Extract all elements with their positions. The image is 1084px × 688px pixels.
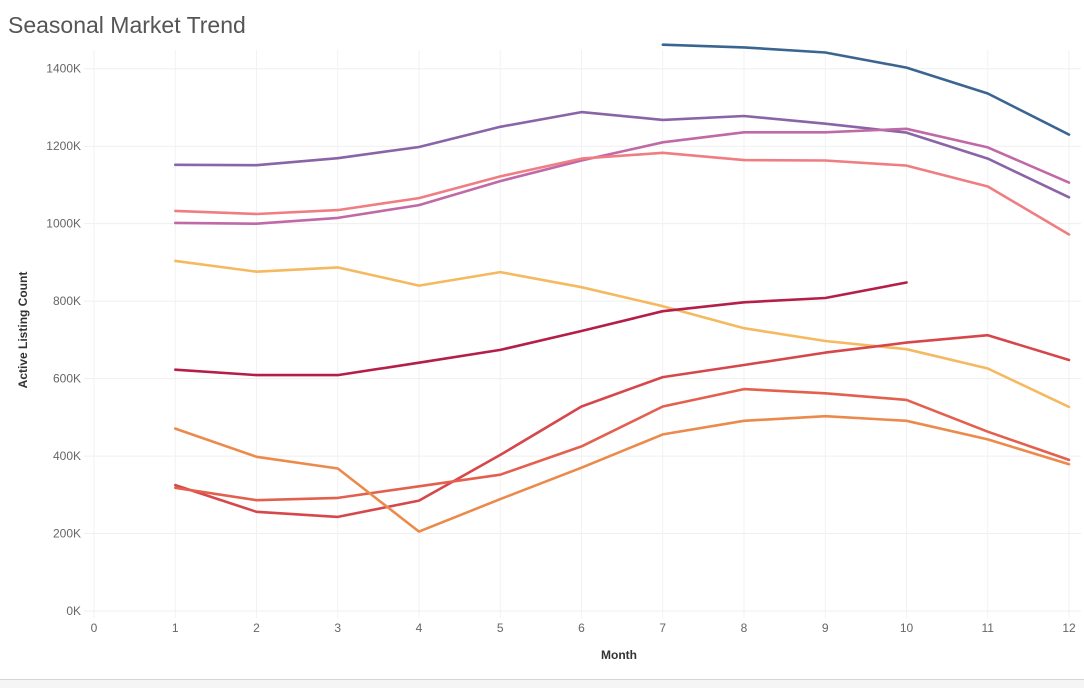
bottom-scrollbar[interactable] [0, 679, 1084, 688]
y-tick-label: 1200K [46, 139, 81, 153]
y-tick-label: 200K [53, 527, 81, 541]
chart-title: Seasonal Market Trend [8, 12, 246, 38]
x-tick-label: 4 [416, 621, 423, 635]
x-tick-label: 6 [578, 621, 585, 635]
y-axis-ticks: 0K 200K 400K 600K 800K 1000K 1200K 1400K [46, 62, 81, 618]
series-line-2[interactable] [174, 110, 1071, 199]
x-tick-label: 11 [982, 621, 995, 635]
x-tick-label: 9 [822, 621, 829, 635]
x-axis-title: Month [601, 648, 637, 662]
x-tick-label: 5 [497, 621, 504, 635]
x-axis-ticks: 0 1 2 3 4 5 6 7 8 9 10 11 12 [91, 621, 1076, 635]
x-tick-label: 7 [659, 621, 666, 635]
grid-lines [84, 50, 1081, 618]
y-tick-label: 800K [53, 294, 81, 308]
y-tick-label: 1000K [46, 217, 81, 231]
series-line-7[interactable] [174, 333, 1071, 519]
series-line-6[interactable] [174, 281, 908, 377]
y-tick-label: 1400K [46, 62, 81, 76]
x-tick-label: 12 [1062, 621, 1076, 635]
series-line-5[interactable] [174, 259, 1071, 409]
y-axis-title: Active Listing Count [16, 272, 30, 389]
x-tick-label: 0 [91, 621, 98, 635]
series-line-8[interactable] [174, 387, 1071, 502]
series-line-3[interactable] [174, 127, 1071, 225]
x-tick-label: 10 [900, 621, 914, 635]
x-tick-label: 2 [253, 621, 260, 635]
series-line-9[interactable] [174, 414, 1071, 533]
y-tick-label: 600K [53, 372, 81, 386]
x-tick-label: 1 [172, 621, 179, 635]
y-tick-label: 400K [53, 449, 81, 463]
x-tick-label: 8 [741, 621, 748, 635]
x-tick-label: 3 [334, 621, 341, 635]
series-line-4[interactable] [174, 151, 1071, 236]
y-tick-label: 0K [66, 604, 81, 618]
series-line-1[interactable] [661, 43, 1071, 136]
series-lines [174, 43, 1071, 533]
